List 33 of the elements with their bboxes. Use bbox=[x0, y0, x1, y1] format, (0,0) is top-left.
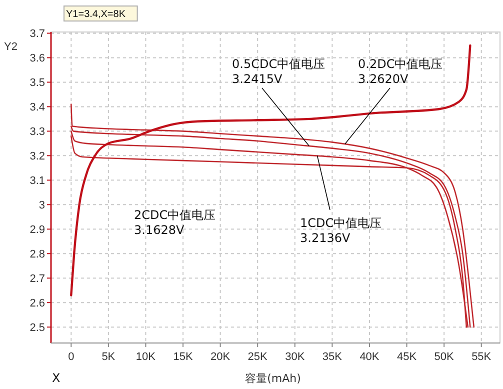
y-tick-label: 3.1 bbox=[30, 175, 45, 188]
text: Y1=3.4,X=8K bbox=[66, 9, 126, 20]
y-tick-label: 3.5 bbox=[30, 77, 45, 90]
annotation: 2CDC中值电压3.1628V bbox=[134, 208, 216, 237]
x-tick-label: 35K bbox=[322, 351, 343, 363]
annotation: 1CDC中值电压3.2136V bbox=[300, 216, 382, 245]
y-tick-label: 3 bbox=[38, 199, 45, 212]
x-tick-label: 55K bbox=[472, 351, 492, 363]
y-tick-label: 3.4 bbox=[30, 102, 45, 114]
x-tick-label: 50K bbox=[434, 351, 455, 363]
annotation: 0.5CDC中值电压3.2415V bbox=[232, 57, 326, 86]
y-tick-label: 2.5 bbox=[30, 322, 45, 334]
x-tick-label: 15K bbox=[173, 351, 194, 363]
x-axis-title: 容量(mAh) bbox=[245, 372, 301, 385]
x-tick-label: 5K bbox=[102, 351, 116, 363]
y-axis-title: Y2 bbox=[4, 41, 18, 53]
y-tick-label: 3.6 bbox=[30, 52, 45, 65]
x-tick-label: 20K bbox=[210, 351, 231, 363]
y-tick-label: 3.3 bbox=[30, 126, 45, 138]
y-tick-label: 2.9 bbox=[30, 224, 45, 236]
x-tick-label: 0 bbox=[68, 351, 74, 363]
annotation: 0.2DC中值电压3.2620V bbox=[358, 57, 443, 86]
y-tick-label: 2.7 bbox=[30, 272, 45, 285]
x-tick-label: 10K bbox=[136, 351, 156, 363]
text: X bbox=[52, 371, 60, 385]
y-tick-label: 3.7 bbox=[30, 28, 45, 40]
x-tick-label: 30K bbox=[285, 351, 306, 363]
x-tick-label: 45K bbox=[396, 351, 418, 363]
x-tick-label: 40K bbox=[360, 351, 380, 363]
x-tick-label: 25K bbox=[248, 351, 268, 363]
y-tick-label: 2.6 bbox=[30, 297, 45, 310]
y-tick-label: 2.8 bbox=[30, 248, 45, 260]
y-tick-label: 3.2 bbox=[30, 150, 45, 163]
